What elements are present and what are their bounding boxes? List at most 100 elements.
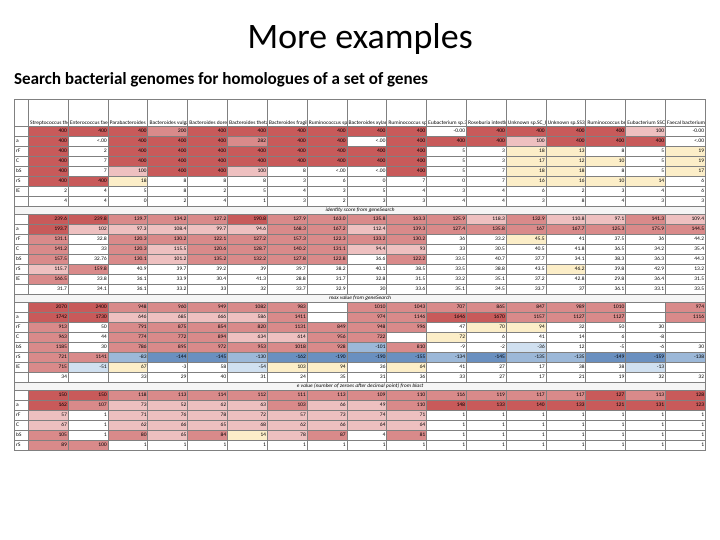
data-cell: 78 [188, 411, 228, 421]
row-label: rF [15, 235, 29, 245]
data-cell: 144.5 [666, 225, 706, 235]
data-cell: 21 [546, 373, 586, 383]
data-cell: 33.1 [626, 285, 666, 295]
data-cell: 120.3 [108, 235, 148, 245]
data-cell: 117 [506, 391, 546, 401]
data-cell: 159.8 [68, 265, 108, 275]
data-cell: 1670 [466, 313, 506, 323]
row-label [15, 303, 29, 313]
data-cell: 5 [427, 157, 467, 167]
data-cell: 112.4 [347, 225, 387, 235]
data-cell: 974 [666, 303, 706, 313]
data-cell: 1 [546, 441, 586, 451]
data-cell: 913 [29, 323, 69, 333]
data-cell: 960 [148, 303, 188, 313]
data-cell: 127 [586, 391, 626, 401]
data-cell: 3 [586, 187, 626, 197]
data-cell: 4 [68, 187, 108, 197]
data-cell: 1 [68, 431, 108, 441]
data-cell: -0.00 [666, 127, 706, 137]
data-cell: 1 [666, 421, 706, 431]
data-cell: 963 [29, 333, 69, 343]
data-cell: -8 [626, 333, 666, 343]
row-label: C [15, 421, 29, 431]
data-cell: 52 [148, 401, 188, 411]
data-cell: 4 [586, 197, 626, 207]
data-cell: 400 [29, 127, 69, 137]
data-cell: 400 [626, 137, 666, 147]
data-cell: 127.2 [188, 215, 228, 225]
data-cell: -138 [666, 353, 706, 363]
data-cell: 42.9 [626, 265, 666, 275]
data-cell: 36.3 [626, 255, 666, 265]
data-cell [666, 363, 706, 373]
data-cell: 5 [108, 187, 148, 197]
data-cell: 67 [108, 363, 148, 373]
data-cell: 64 [347, 421, 387, 431]
data-cell: 33 [108, 373, 148, 383]
data-cell: 685 [148, 313, 188, 323]
data-cell: <.00 [347, 137, 387, 147]
data-cell [626, 313, 666, 323]
data-cell: 130.2 [387, 235, 427, 245]
data-cell: -5 [586, 343, 626, 353]
data-cell: 17 [506, 157, 546, 167]
data-cell: 6 [466, 333, 506, 343]
data-cell: 1 [347, 441, 387, 451]
data-cell: 7 [466, 177, 506, 187]
row-label [15, 215, 29, 225]
data-cell: 132.2 [228, 255, 268, 265]
data-cell: 49 [347, 401, 387, 411]
data-cell: 167 [506, 225, 546, 235]
data-cell: 31.7 [29, 285, 69, 295]
data-cell: 715 [29, 363, 69, 373]
data-cell: 133.2 [347, 235, 387, 245]
data-cell: 139.3 [387, 225, 427, 235]
data-cell: 1 [546, 411, 586, 421]
data-cell: 107 [68, 401, 108, 411]
data-cell: 17 [506, 373, 546, 383]
data-cell: 63 [228, 401, 268, 411]
data-cell: 127.2 [228, 235, 268, 245]
data-cell: 50 [586, 323, 626, 333]
data-cell: 148 [427, 401, 467, 411]
data-cell: 125.9 [427, 215, 467, 225]
row-label: lE [15, 363, 29, 373]
column-header: Ruminococcus sp.SR1-5 12-14 30181779 [307, 100, 347, 127]
data-cell: -149 [586, 353, 626, 363]
data-cell: 5 [626, 147, 666, 157]
data-cell: 122.8 [307, 255, 347, 265]
data-cell: 4 [347, 431, 387, 441]
data-cell: 875 [148, 323, 188, 333]
data-cell: 791 [108, 323, 148, 333]
data-cell: 3 [267, 177, 307, 187]
data-cell: 1010 [347, 303, 387, 313]
data-cell: 1 [506, 441, 546, 451]
data-cell: 41.3 [228, 275, 268, 285]
data-cell: 5 [427, 147, 467, 157]
data-cell: 29 [148, 373, 188, 383]
data-cell: 1 [506, 411, 546, 421]
data-cell: 32.8 [68, 235, 108, 245]
slide-subtitle: Search bacterial genomes for homologues … [14, 68, 706, 89]
data-cell: 17 [666, 167, 706, 177]
data-cell: 94.4 [347, 245, 387, 255]
section-header: identity score from geneSearch [15, 207, 706, 215]
data-cell: 614 [267, 333, 307, 343]
data-cell: 400 [387, 127, 427, 137]
data-cell: 3 [506, 197, 546, 207]
data-cell: 810 [387, 343, 427, 353]
data-cell: 32 [228, 285, 268, 295]
data-cell: 43.5 [506, 265, 546, 275]
data-cell: 46.2 [546, 265, 586, 275]
data-cell: 32 [546, 323, 586, 333]
data-cell: 1646 [427, 313, 467, 323]
data-cell: 131.1 [307, 245, 347, 255]
data-cell: 109 [347, 391, 387, 401]
data-cell: 34.1 [546, 255, 586, 265]
data-cell: 72 [427, 333, 467, 343]
data-cell: 73 [307, 411, 347, 421]
data-cell: 6 [586, 333, 626, 343]
data-cell: 400 [188, 137, 228, 147]
data-cell: 634 [228, 333, 268, 343]
